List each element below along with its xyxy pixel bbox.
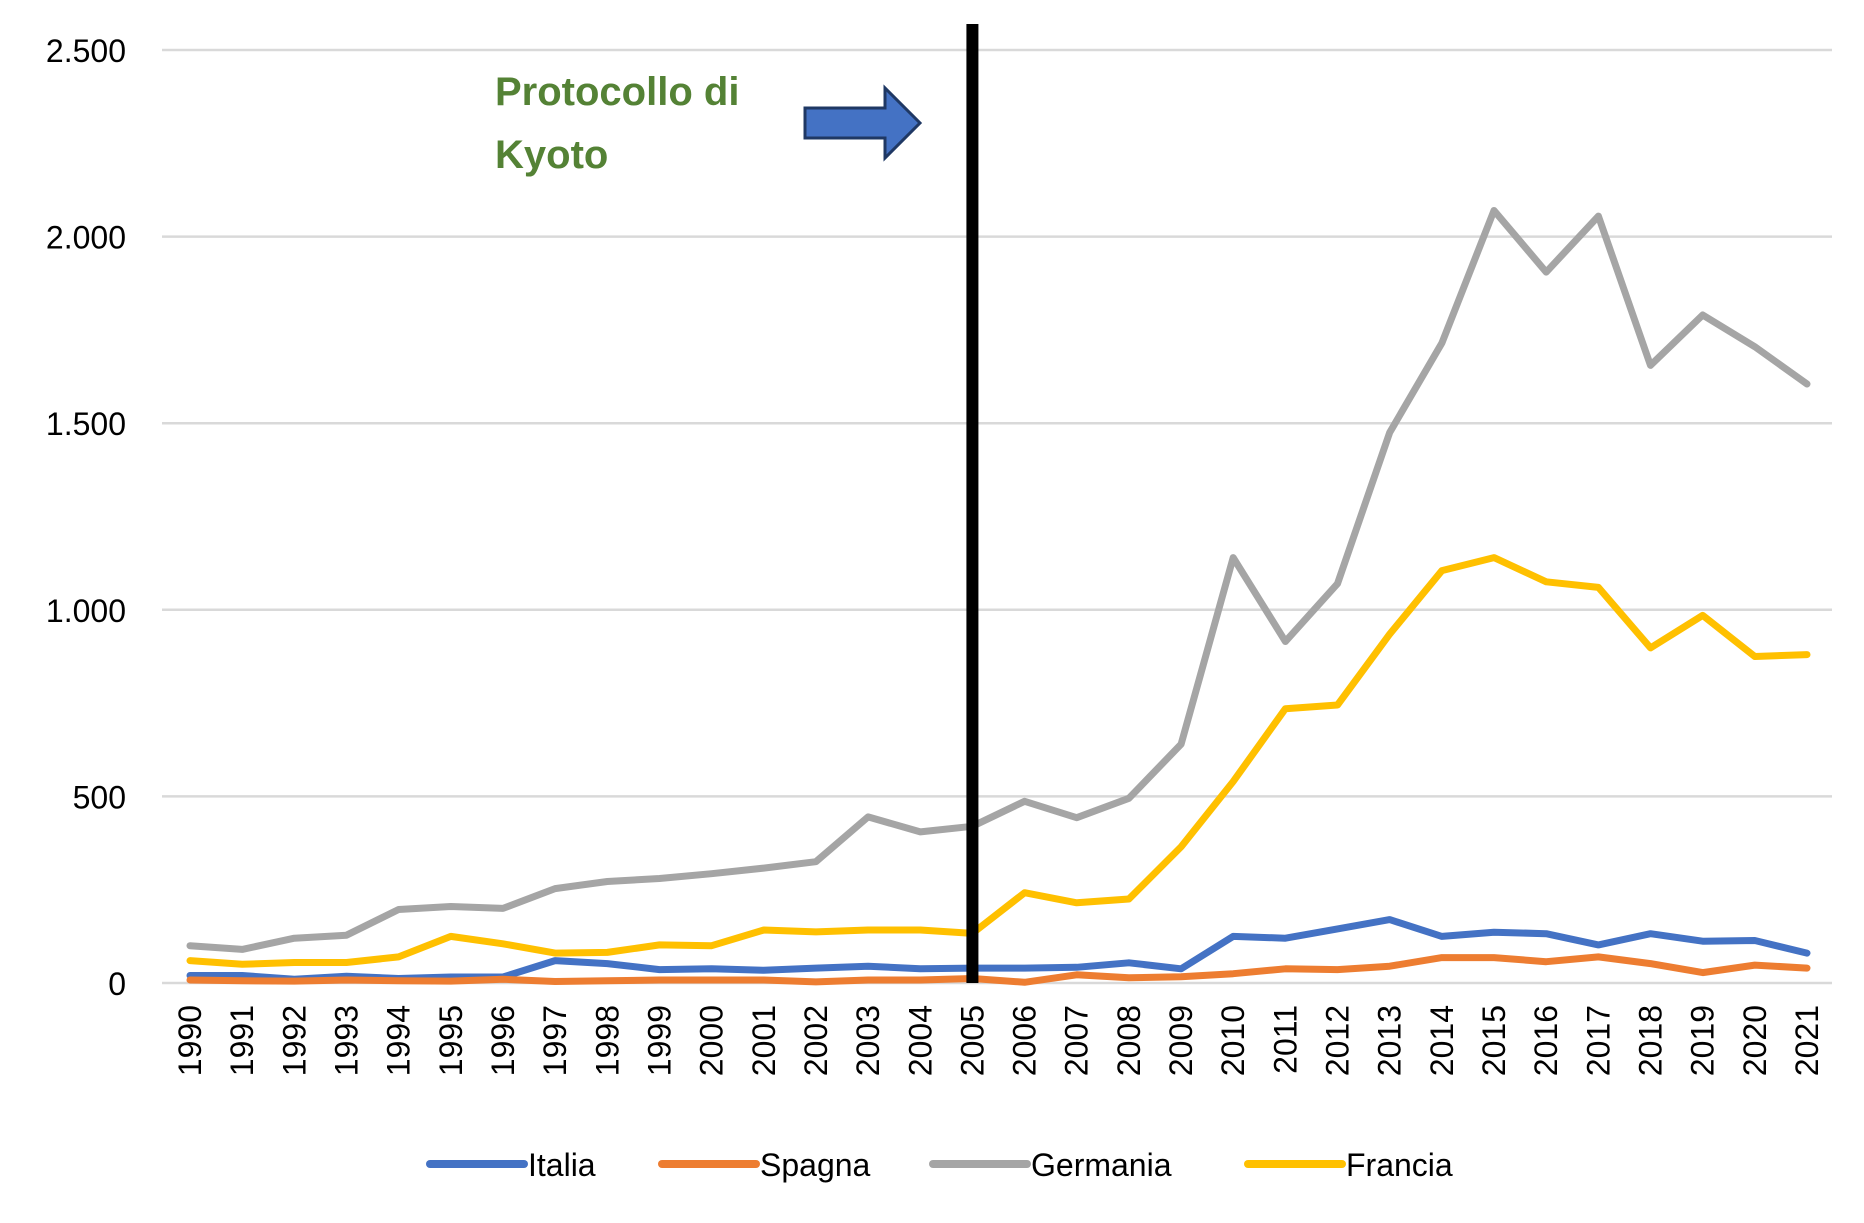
x-tick-label: 2006 [1007, 1005, 1043, 1076]
series-line-germania [186, 207, 1811, 953]
x-tick-label: 1993 [328, 1005, 364, 1076]
arrow-right-icon [803, 84, 923, 162]
x-tick-label: 2019 [1685, 1005, 1721, 1076]
series-lines [186, 207, 1811, 986]
x-tick-label: 1997 [537, 1005, 573, 1076]
x-tick-label: 2003 [850, 1005, 886, 1076]
legend: Italia Spagna Germania Francia [426, 1147, 1453, 1183]
series-line-spagna [186, 953, 1811, 986]
x-tick-label: 2005 [954, 1005, 990, 1076]
y-tick-label: 0 [108, 966, 126, 1002]
x-tick-label: 2009 [1163, 1005, 1199, 1076]
x-axis: 1990 1991 1992 1993 1994 1995 1996 1997 1998 1999… [172, 1005, 1825, 1076]
gridlines [162, 48, 1832, 985]
x-tick-label: 2007 [1059, 1005, 1095, 1076]
x-tick-label: 2008 [1111, 1005, 1147, 1076]
x-tick-label: 1995 [433, 1005, 469, 1076]
x-tick-label: 2020 [1737, 1005, 1773, 1076]
y-tick-label: 1.000 [46, 593, 126, 629]
x-tick-label: 1992 [276, 1005, 312, 1076]
x-tick-label: 2004 [902, 1005, 938, 1076]
x-tick-label: 2014 [1424, 1005, 1460, 1076]
x-tick-label: 2016 [1528, 1005, 1564, 1076]
x-tick-label: 1990 [172, 1005, 208, 1076]
x-tick-label: 2017 [1580, 1005, 1616, 1076]
legend-label-francia: Francia [1346, 1147, 1453, 1183]
x-tick-label: 1994 [381, 1005, 417, 1076]
annotation-line1: Protocollo di [495, 70, 739, 114]
x-tick-label: 2013 [1372, 1005, 1408, 1076]
y-tick-label: 2.500 [46, 33, 126, 69]
y-tick-label: 2.000 [46, 220, 126, 256]
legend-label-spagna: Spagna [760, 1147, 871, 1183]
x-tick-label: 2012 [1320, 1005, 1356, 1076]
x-tick-label: 2001 [746, 1005, 782, 1076]
x-tick-label: 2011 [1267, 1005, 1303, 1074]
x-tick-label: 2021 [1789, 1005, 1825, 1076]
x-tick-label: 2000 [694, 1005, 730, 1076]
x-tick-label: 2010 [1215, 1005, 1251, 1076]
y-tick-label: 1.500 [46, 406, 126, 442]
x-tick-label: 1998 [589, 1005, 625, 1076]
x-tick-label: 2002 [798, 1005, 834, 1076]
legend-label-italia: Italia [528, 1147, 596, 1183]
x-tick-label: 1996 [485, 1005, 521, 1076]
y-tick-label: 500 [73, 779, 126, 815]
annotation-line2: Kyoto [495, 133, 608, 177]
legend-label-germania: Germania [1031, 1147, 1172, 1183]
x-tick-label: 2018 [1633, 1005, 1669, 1076]
x-tick-label: 1991 [224, 1005, 260, 1076]
x-tick-label: 1999 [641, 1005, 677, 1076]
series-line-italia [186, 916, 1811, 983]
y-axis: 0 500 1.000 1.500 2.000 2.500 [46, 33, 126, 1002]
series-line-francia [186, 554, 1811, 968]
x-tick-label: 2015 [1476, 1005, 1512, 1076]
